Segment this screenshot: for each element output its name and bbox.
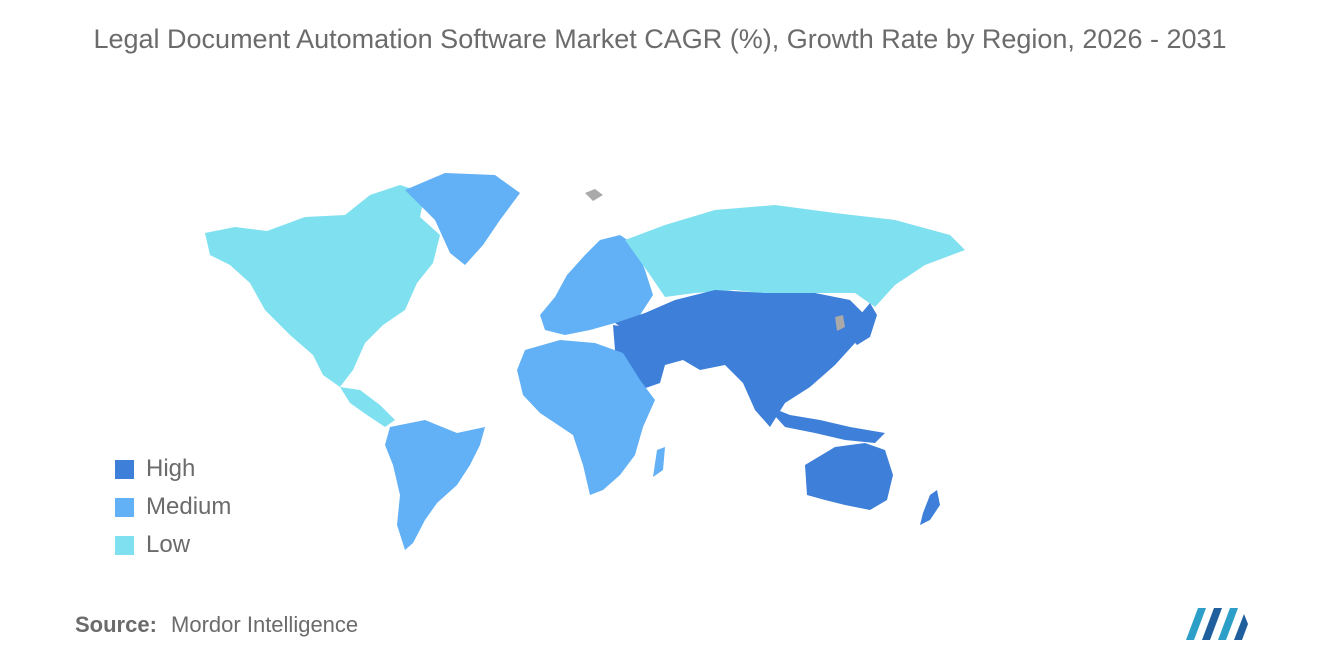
region-africa (517, 340, 655, 495)
region-europe (540, 235, 653, 335)
source-note: Source: Mordor Intelligence (75, 612, 358, 638)
source-label: Source: (75, 612, 157, 637)
legend-item-medium: Medium (115, 488, 231, 526)
legend-swatch-medium (115, 497, 134, 517)
region-north-america (205, 185, 440, 387)
region-new-zealand (920, 490, 940, 525)
legend-item-high: High (115, 450, 231, 488)
legend-label-low: Low (146, 531, 191, 558)
region-australia (805, 443, 893, 510)
mordor-logo-icon (1186, 608, 1248, 640)
legend-label-high: High (146, 455, 196, 482)
region-southeast-asia (765, 405, 885, 443)
legend-swatch-low (115, 535, 134, 555)
region-central-america (340, 387, 395, 427)
source-value: Mordor Intelligence (171, 612, 359, 637)
chart-title: Legal Document Automation Software Marke… (93, 24, 1227, 54)
legend-swatch-high (115, 459, 134, 479)
legend-item-low: Low (115, 526, 231, 564)
region-russia (625, 205, 965, 307)
region-madagascar (653, 447, 665, 477)
region-japan (850, 303, 877, 345)
legend-label-medium: Medium (146, 493, 232, 520)
region-middle-east (613, 325, 665, 390)
legend: High Medium Low (115, 450, 231, 564)
region-greenland (405, 173, 520, 265)
world-map (205, 173, 965, 550)
region-asia (615, 290, 867, 427)
region-south-america (385, 420, 485, 550)
